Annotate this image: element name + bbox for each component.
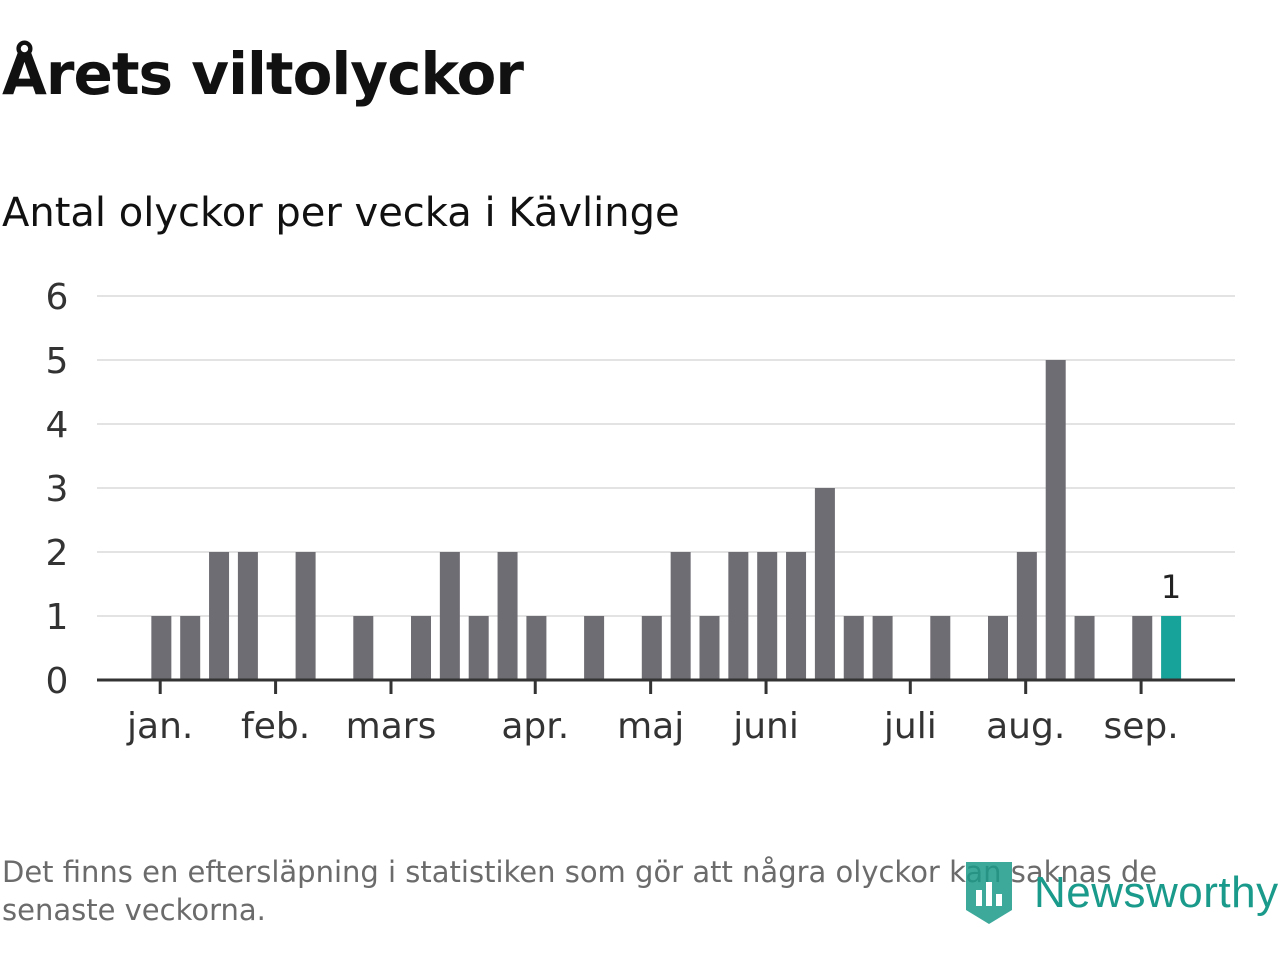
bar: [497, 552, 518, 680]
y-tick-label: 3: [46, 469, 69, 510]
footnote: Det finns en eftersläpning i statistiken…: [2, 855, 1158, 927]
y-tick-label: 2: [46, 533, 69, 574]
bar: [728, 552, 749, 680]
chart-subtitle: Antal olyckor per vecka i Kävlinge: [2, 190, 680, 236]
bar-highlight: [1161, 616, 1182, 680]
bar: [353, 616, 374, 680]
bar: [670, 552, 691, 680]
x-tick-label: feb.: [241, 706, 310, 747]
bar: [843, 616, 864, 680]
y-tick-label: 5: [46, 341, 69, 382]
x-tick-label: juli: [883, 706, 937, 747]
bar: [757, 552, 778, 680]
bar-value-label: 1: [1161, 568, 1181, 606]
newsworthy-logo: Newsworthy: [962, 860, 1279, 926]
bar: [1045, 360, 1066, 680]
weekly-accidents-bar-chart: 0 1 2 3 4 5 6 1 jan. feb. mars apr. maj juni juli aug. s…: [46, 277, 1235, 747]
y-tick-label: 0: [46, 661, 69, 702]
bar: [439, 552, 460, 680]
x-tick-label: jan.: [126, 706, 193, 747]
x-tick-label: maj: [617, 706, 684, 747]
x-tick-label: mars: [346, 706, 437, 747]
bar: [237, 552, 258, 680]
bar: [786, 552, 807, 680]
bar: [411, 616, 431, 680]
bar: [295, 552, 316, 680]
x-tick-label: apr.: [501, 706, 569, 747]
y-tick-label: 4: [46, 405, 69, 446]
x-tick-label: sep.: [1103, 706, 1178, 747]
bar: [699, 616, 720, 680]
newsworthy-logo-text: Newsworthy: [1034, 868, 1279, 917]
chart-title: Årets viltolyckor: [2, 40, 524, 108]
x-tick-label: aug.: [986, 706, 1065, 747]
bar: [1016, 552, 1037, 680]
bar: [814, 488, 835, 680]
bar: [526, 616, 547, 680]
bar: [1132, 616, 1153, 680]
bar: [151, 616, 172, 680]
bar: [872, 616, 893, 680]
x-tick-label: juni: [732, 706, 799, 747]
bar: [180, 616, 201, 680]
bar: [468, 616, 489, 680]
bar: [584, 616, 605, 680]
bar: [1074, 616, 1095, 680]
y-tick-label: 1: [46, 597, 69, 638]
bar: [641, 616, 662, 680]
bar: [988, 616, 1008, 680]
bar: [930, 616, 951, 680]
y-tick-label: 6: [46, 277, 69, 318]
bar: [209, 552, 230, 680]
newsworthy-logo-icon: [966, 862, 1012, 924]
